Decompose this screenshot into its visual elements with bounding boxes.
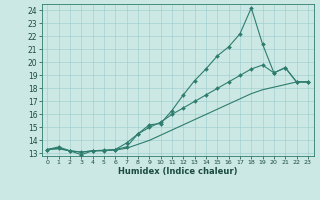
X-axis label: Humidex (Indice chaleur): Humidex (Indice chaleur) [118,167,237,176]
